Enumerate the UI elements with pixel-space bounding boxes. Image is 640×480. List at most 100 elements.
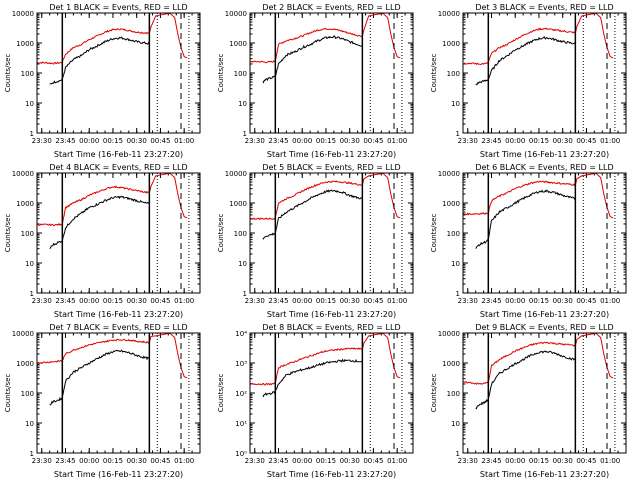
plot-frame xyxy=(462,12,627,134)
lld-series-line xyxy=(36,185,150,227)
events-series-line xyxy=(475,36,576,86)
x-tick-label: 00:15 xyxy=(529,457,549,465)
y-tick-label: 1 xyxy=(243,130,247,138)
x-tick-label: 23:30 xyxy=(32,297,52,305)
x-axis-label: Start Time (16-Feb-11 23:27:20) xyxy=(54,470,183,479)
x-tick-label: 00:30 xyxy=(553,457,573,465)
x-tick-label: 23:30 xyxy=(458,297,478,305)
plot-frame xyxy=(36,12,201,134)
lld-series-line xyxy=(462,341,576,385)
y-axis-label: Counts/sec xyxy=(430,214,438,253)
x-tick-label: 00:15 xyxy=(103,297,123,305)
y-tick-label: 1000 xyxy=(229,40,247,48)
y-tick-label: 100 xyxy=(447,230,460,238)
panel-det-2: Det 2 BLACK = Events, RED = LLD Counts/se… xyxy=(217,3,414,159)
lld-series-tail xyxy=(574,332,614,379)
y-tick-label: 100 xyxy=(447,390,460,398)
x-tick-label: 23:45 xyxy=(481,297,501,305)
x-tick-label: 00:45 xyxy=(576,457,596,465)
y-tick-label: 100 xyxy=(21,70,34,78)
lld-series-tail xyxy=(574,12,614,59)
plot-frame xyxy=(249,12,414,134)
events-series-line xyxy=(262,358,363,398)
x-tick-label: 00:15 xyxy=(529,297,549,305)
x-tick-label: 00:45 xyxy=(363,457,383,465)
lld-series-line xyxy=(249,180,363,221)
y-tick-label: 1 xyxy=(456,130,460,138)
x-tick-label: 00:00 xyxy=(505,297,525,305)
lld-series-tail xyxy=(361,332,401,379)
x-tick-label: 23:45 xyxy=(268,137,288,145)
y-tick-label: 1 xyxy=(243,290,247,298)
y-tick-label: 10 xyxy=(238,260,247,268)
x-tick-label: 00:30 xyxy=(127,137,147,145)
x-tick-label: 00:00 xyxy=(79,137,99,145)
y-tick-label: 10000 xyxy=(12,10,34,18)
y-tick-label: 10 xyxy=(451,100,460,108)
y-tick-label: 1000 xyxy=(442,40,460,48)
x-tick-label: 00:00 xyxy=(79,297,99,305)
events-series-line xyxy=(262,189,363,240)
x-tick-label: 23:30 xyxy=(458,457,478,465)
y-tick-label: 10 xyxy=(25,100,34,108)
x-tick-label: 00:15 xyxy=(103,457,123,465)
y-tick-label: 1 xyxy=(456,290,460,298)
x-axis-label: Start Time (16-Feb-11 23:27:20) xyxy=(54,310,183,319)
y-tick-label: 10000 xyxy=(12,170,34,178)
y-axis-label: Counts/sec xyxy=(4,374,12,413)
x-tick-label: 23:45 xyxy=(481,457,501,465)
panel-title: Det 5 BLACK = Events, RED = LLD xyxy=(262,163,400,172)
x-tick-label: 23:45 xyxy=(55,457,75,465)
y-tick-label: 1 xyxy=(30,450,34,458)
y-tick-label: 10 xyxy=(238,100,247,108)
lld-series-tail xyxy=(148,172,188,219)
panel-det-4: Det 4 BLACK = Events, RED = LLD Counts/se… xyxy=(4,163,201,319)
y-tick-label: 1000 xyxy=(442,200,460,208)
x-tick-label: 23:30 xyxy=(458,137,478,145)
x-tick-label: 00:30 xyxy=(340,457,360,465)
panel-title: Det 8 BLACK = Events, RED = LLD xyxy=(262,323,400,332)
events-series-line xyxy=(49,195,150,250)
x-tick-label: 23:45 xyxy=(268,297,288,305)
lld-series-line xyxy=(36,28,150,65)
x-tick-label: 00:45 xyxy=(363,297,383,305)
y-axis-label: Counts/sec xyxy=(4,54,12,93)
x-tick-label: 00:15 xyxy=(316,137,336,145)
plot-frame xyxy=(462,332,627,454)
x-tick-label: 23:45 xyxy=(481,137,501,145)
y-tick-label: 10 xyxy=(451,260,460,268)
x-tick-label: 01:00 xyxy=(174,137,194,145)
x-tick-label: 00:30 xyxy=(553,297,573,305)
x-tick-label: 00:30 xyxy=(553,137,573,145)
x-tick-label: 00:15 xyxy=(316,297,336,305)
lld-series-line xyxy=(249,27,363,64)
x-tick-label: 23:45 xyxy=(55,297,75,305)
panel-title: Det 9 BLACK = Events, RED = LLD xyxy=(475,323,613,332)
y-tick-label: 10¹ xyxy=(235,420,247,428)
panel-title: Det 7 BLACK = Events, RED = LLD xyxy=(49,323,187,332)
y-axis-label: Counts/sec xyxy=(430,374,438,413)
x-tick-label: 01:00 xyxy=(600,137,620,145)
y-tick-label: 10 xyxy=(25,420,34,428)
x-axis-label: Start Time (16-Feb-11 23:27:20) xyxy=(480,470,609,479)
panel-det-7: Det 7 BLACK = Events, RED = LLD Counts/se… xyxy=(4,323,201,479)
y-tick-label: 1000 xyxy=(16,40,34,48)
y-tick-label: 1 xyxy=(30,290,34,298)
y-axis-label: Counts/sec xyxy=(217,214,225,253)
x-tick-label: 00:30 xyxy=(340,297,360,305)
x-tick-label: 23:45 xyxy=(55,137,75,145)
x-axis-label: Start Time (16-Feb-11 23:27:20) xyxy=(480,150,609,159)
x-tick-label: 00:30 xyxy=(127,297,147,305)
x-tick-label: 00:45 xyxy=(576,137,596,145)
events-series-line xyxy=(475,350,576,410)
y-tick-label: 100 xyxy=(21,390,34,398)
panel-title: Det 6 BLACK = Events, RED = LLD xyxy=(475,163,613,172)
x-tick-label: 00:00 xyxy=(79,457,99,465)
y-tick-label: 100 xyxy=(234,230,247,238)
lld-series-tail xyxy=(361,172,401,219)
y-tick-label: 100 xyxy=(234,70,247,78)
panel-title: Det 1 BLACK = Events, RED = LLD xyxy=(49,3,187,12)
panel-det-6: Det 6 BLACK = Events, RED = LLD Counts/se… xyxy=(430,163,627,319)
x-tick-label: 01:00 xyxy=(387,457,407,465)
